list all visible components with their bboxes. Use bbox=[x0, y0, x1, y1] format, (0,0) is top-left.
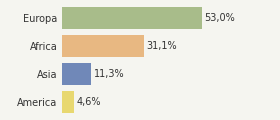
Bar bbox=[62, 63, 92, 85]
Text: 31,1%: 31,1% bbox=[146, 41, 177, 51]
Text: 4,6%: 4,6% bbox=[76, 97, 101, 107]
Bar bbox=[62, 91, 74, 113]
Bar bbox=[62, 35, 144, 57]
Bar bbox=[62, 7, 202, 29]
Text: 53,0%: 53,0% bbox=[204, 13, 235, 23]
Text: 11,3%: 11,3% bbox=[94, 69, 125, 79]
